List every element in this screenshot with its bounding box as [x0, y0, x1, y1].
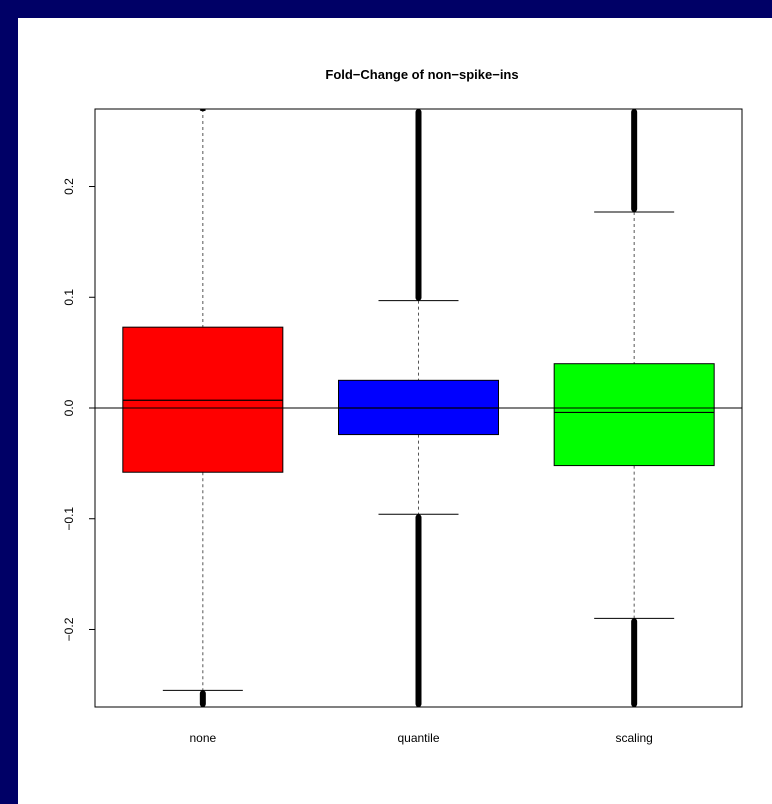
outliers-upper — [199, 109, 206, 112]
y-tick-label: −0.1 — [62, 507, 76, 531]
y-tick-label: 0.0 — [62, 399, 76, 416]
boxplot-chart: Fold−Change of non−spike−ins −0.2 −0.1 0.0… — [62, 67, 743, 745]
chart-title: Fold−Change of non−spike−ins — [325, 67, 518, 82]
outliers-lower — [415, 514, 422, 707]
chart-panel: Fold−Change of non−spike−ins −0.2 −0.1 0.0… — [18, 18, 772, 804]
outliers-upper — [415, 109, 422, 301]
outliers-upper — [631, 109, 638, 212]
y-tick-label: 0.2 — [62, 178, 76, 195]
x-tick-label: quantile — [397, 731, 439, 745]
x-tick-label: none — [189, 731, 216, 745]
outliers-lower — [631, 618, 638, 707]
box-scaling — [553, 363, 715, 467]
x-tick-label: scaling — [615, 731, 652, 745]
y-tick-label: 0.1 — [62, 289, 76, 306]
outliers-lower — [199, 690, 206, 707]
y-tick-label: −0.2 — [62, 617, 76, 641]
